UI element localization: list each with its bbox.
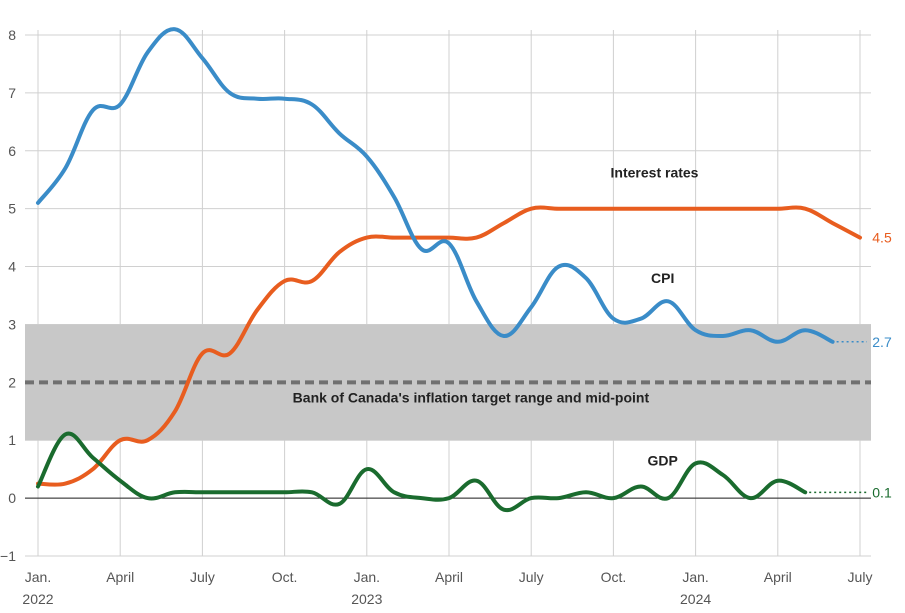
- x-tick-label: July: [848, 569, 873, 585]
- x-tick-label: July: [190, 569, 215, 585]
- x-tick-label: Oct.: [601, 569, 627, 585]
- y-tick-label: 5: [8, 201, 16, 217]
- y-tick-label: −1: [0, 548, 16, 564]
- x-tick-label: July: [519, 569, 544, 585]
- cpi-label: CPI: [651, 270, 674, 286]
- y-tick-label: 0: [8, 490, 16, 506]
- grid: [25, 30, 871, 557]
- cpi-line: [36, 27, 835, 344]
- x-tick-label: Jan.: [682, 569, 708, 585]
- x-tick-label: April: [435, 569, 463, 585]
- end-labels: 4.5 2.7 0.1: [809, 230, 892, 500]
- x-tick-label: April: [106, 569, 134, 585]
- x-axis: Jan. 2022 April July Oct. Jan. 2023 April July Oc…: [22, 569, 872, 607]
- gdp-line: [36, 431, 808, 513]
- interest-rates-label: Interest rates: [611, 165, 699, 181]
- cpi-end-value: 2.7: [872, 334, 892, 350]
- y-tick-label: 8: [8, 27, 16, 43]
- interest-rates-line: [36, 205, 862, 487]
- x-tick-label: Oct.: [272, 569, 298, 585]
- gdp-label: GDP: [648, 452, 678, 468]
- interest-rates-end-value: 4.5: [872, 230, 892, 246]
- y-tick-label: 2: [8, 374, 16, 390]
- x-tick-label: Jan.: [354, 569, 380, 585]
- x-tick-label: April: [764, 569, 792, 585]
- x-tick-label: Jan.: [25, 569, 51, 585]
- x-tick-year: 2022: [22, 591, 53, 607]
- y-tick-label: 4: [8, 259, 16, 275]
- x-tick-year: 2023: [351, 591, 382, 607]
- target-band-label: Bank of Canada's inflation target range …: [293, 389, 650, 405]
- x-tick-year: 2024: [680, 591, 711, 607]
- y-axis: −1 0 1 2 3 4 5 6 7 8: [0, 27, 16, 564]
- y-tick-label: 1: [8, 432, 16, 448]
- series-lines: [36, 27, 862, 513]
- y-tick-label: 6: [8, 143, 16, 159]
- y-tick-label: 3: [8, 316, 16, 332]
- gdp-end-value: 0.1: [872, 484, 892, 500]
- y-tick-label: 7: [8, 85, 16, 101]
